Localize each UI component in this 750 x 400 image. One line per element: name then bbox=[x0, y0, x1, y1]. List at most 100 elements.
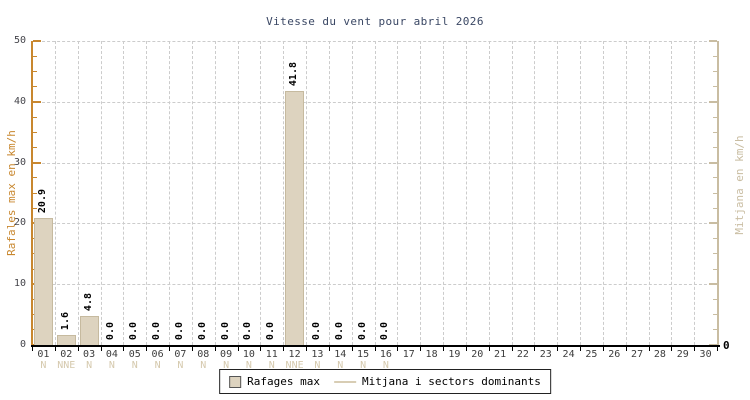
v-gridline bbox=[374, 41, 376, 345]
rafales-bar bbox=[285, 90, 305, 345]
left-axis-tick bbox=[33, 70, 37, 72]
bar-value-label: 4.8 bbox=[82, 292, 94, 311]
left-tick-label: 50 bbox=[13, 35, 26, 46]
v-gridline bbox=[580, 41, 581, 345]
left-axis-tick bbox=[33, 177, 37, 179]
bar-value-label: 0.0 bbox=[173, 321, 185, 340]
v-gridline bbox=[306, 41, 307, 345]
v-gridline bbox=[169, 41, 170, 345]
right-axis-tick bbox=[709, 40, 717, 42]
rafales-bar bbox=[56, 335, 76, 345]
v-gridline bbox=[443, 41, 444, 345]
left-axis-title: Rafales max en km/h bbox=[5, 130, 18, 256]
x-axis-tick bbox=[488, 347, 490, 351]
right-axis-tick bbox=[713, 268, 717, 270]
x-tick-label: 12 bbox=[288, 349, 301, 360]
x-tick-label: 06 bbox=[151, 349, 164, 360]
v-gridline bbox=[237, 41, 239, 345]
x-axis-tick bbox=[351, 347, 353, 351]
x-axis-tick bbox=[420, 347, 422, 351]
bar-value-label: 0.0 bbox=[151, 321, 163, 340]
x-tick-label: 01 bbox=[37, 349, 50, 360]
x-axis-line bbox=[31, 345, 720, 347]
v-gridline bbox=[534, 41, 536, 345]
x-tick-label: 15 bbox=[357, 349, 370, 360]
right-axis-tick bbox=[713, 314, 717, 316]
x-axis-tick bbox=[214, 347, 216, 351]
x-axis-tick bbox=[100, 347, 102, 351]
x-axis-tick bbox=[306, 347, 307, 351]
bar-value-label: 0.0 bbox=[356, 321, 368, 340]
bar-value-label: 0.0 bbox=[105, 321, 117, 340]
right-axis-tick bbox=[713, 131, 717, 133]
v-gridline bbox=[283, 41, 285, 345]
wind-direction-label: N bbox=[268, 360, 275, 371]
x-tick-label: 13 bbox=[311, 349, 324, 360]
wind-direction-label: N bbox=[154, 360, 161, 371]
x-tick-label: 19 bbox=[448, 349, 461, 360]
bar-value-label: 0.0 bbox=[242, 321, 254, 340]
x-tick-label: 17 bbox=[402, 349, 415, 360]
left-tick-label: 40 bbox=[13, 95, 26, 107]
bar-value-label: 20.9 bbox=[36, 188, 48, 213]
left-axis-tick bbox=[33, 55, 37, 57]
wind-direction-label: N bbox=[337, 360, 344, 371]
v-gridline bbox=[420, 41, 422, 345]
v-gridline bbox=[625, 41, 627, 345]
x-axis-tick bbox=[146, 347, 148, 351]
x-axis-tick bbox=[557, 347, 559, 351]
left-axis-line bbox=[31, 41, 33, 347]
x-axis-tick bbox=[260, 347, 262, 351]
right-axis-tick bbox=[713, 238, 717, 240]
x-axis-tick bbox=[191, 347, 193, 351]
right-axis-tick bbox=[713, 86, 717, 88]
bar-value-label: 0.0 bbox=[128, 321, 140, 340]
right-axis-tick bbox=[713, 116, 717, 118]
x-axis-tick bbox=[602, 347, 604, 351]
v-gridline bbox=[648, 41, 650, 345]
x-axis-tick bbox=[648, 347, 650, 351]
v-gridline bbox=[191, 41, 193, 345]
x-tick-label: 14 bbox=[334, 349, 347, 360]
x-tick-label: 09 bbox=[220, 349, 233, 360]
x-tick-label: 07 bbox=[174, 349, 187, 360]
right-axis-title: Mitjana en km/h bbox=[733, 135, 746, 235]
right-axis-tick bbox=[709, 222, 717, 225]
wind-direction-label: N bbox=[382, 360, 389, 371]
x-tick-label: 18 bbox=[425, 349, 438, 360]
right-axis-tick bbox=[713, 298, 717, 300]
right-axis-tick bbox=[713, 146, 717, 148]
x-axis-tick bbox=[717, 347, 718, 351]
right-axis-tick bbox=[709, 283, 717, 286]
mitjana-legend-line-swatch bbox=[334, 380, 357, 383]
left-axis-tick bbox=[33, 192, 37, 194]
v-gridline bbox=[602, 41, 604, 345]
bar-value-label: 0.0 bbox=[333, 321, 345, 340]
x-axis-tick bbox=[374, 347, 376, 351]
x-axis-tick bbox=[694, 347, 696, 351]
right-axis-tick bbox=[713, 207, 717, 209]
v-gridline bbox=[397, 41, 399, 345]
x-axis-tick bbox=[32, 347, 33, 351]
v-gridline bbox=[694, 41, 696, 345]
rafales-bar bbox=[33, 217, 53, 345]
v-gridline bbox=[100, 41, 102, 345]
v-gridline bbox=[557, 41, 559, 345]
wind-direction-label: N bbox=[40, 360, 47, 371]
bar-value-label: 0.0 bbox=[379, 321, 391, 340]
left-axis-tick bbox=[33, 116, 37, 118]
right-axis-tick bbox=[713, 70, 717, 72]
wind-direction-label: N bbox=[245, 360, 252, 371]
x-tick-label: 04 bbox=[105, 349, 118, 360]
wind-direction-label: N bbox=[86, 360, 93, 371]
v-gridline bbox=[511, 41, 513, 345]
x-axis-tick bbox=[534, 347, 536, 351]
wind-direction-label: N bbox=[177, 360, 184, 371]
x-axis-tick bbox=[77, 347, 79, 351]
right-axis-tick bbox=[709, 100, 717, 103]
v-gridline bbox=[488, 41, 490, 345]
v-gridline bbox=[54, 41, 56, 345]
x-axis-tick bbox=[465, 347, 467, 351]
bar-value-label: 0.0 bbox=[219, 321, 231, 340]
